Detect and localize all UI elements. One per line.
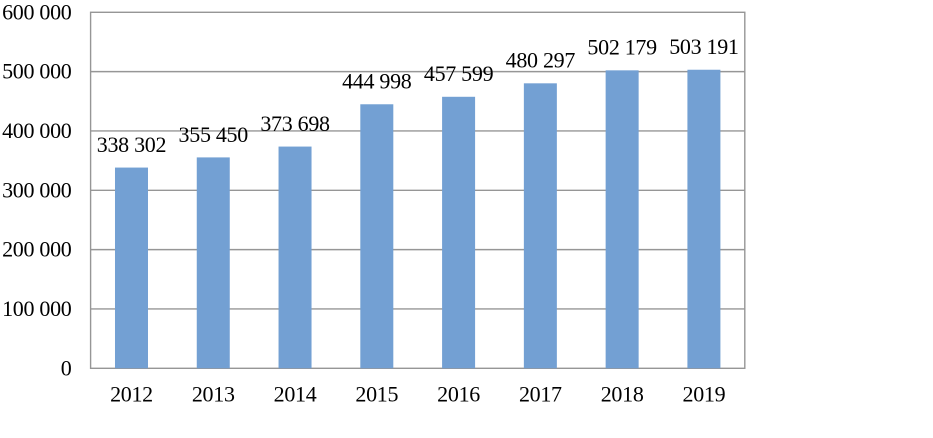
svg-text:300 000: 300 000 [2, 177, 72, 202]
svg-text:500 000: 500 000 [2, 59, 72, 84]
svg-text:480 297: 480 297 [506, 48, 576, 73]
svg-text:2019: 2019 [683, 382, 726, 407]
svg-text:502 179: 502 179 [587, 35, 657, 60]
svg-text:457 599: 457 599 [424, 61, 494, 86]
svg-text:338 302: 338 302 [97, 132, 166, 157]
svg-text:2017: 2017 [519, 382, 562, 407]
svg-text:373 698: 373 698 [260, 111, 330, 136]
svg-text:2018: 2018 [601, 382, 644, 407]
svg-text:0: 0 [61, 355, 72, 380]
svg-text:100 000: 100 000 [2, 296, 72, 321]
svg-text:444 998: 444 998 [342, 69, 412, 94]
svg-text:2016: 2016 [437, 382, 480, 407]
svg-text:200 000: 200 000 [2, 237, 72, 262]
svg-text:2014: 2014 [274, 382, 317, 407]
svg-text:400 000: 400 000 [2, 118, 72, 143]
svg-text:2012: 2012 [110, 382, 153, 407]
svg-text:2013: 2013 [192, 382, 235, 407]
svg-text:2015: 2015 [355, 382, 398, 407]
svg-text:355 450: 355 450 [179, 122, 249, 147]
svg-text:600 000: 600 000 [2, 0, 72, 24]
svg-text:503 191: 503 191 [669, 34, 738, 59]
